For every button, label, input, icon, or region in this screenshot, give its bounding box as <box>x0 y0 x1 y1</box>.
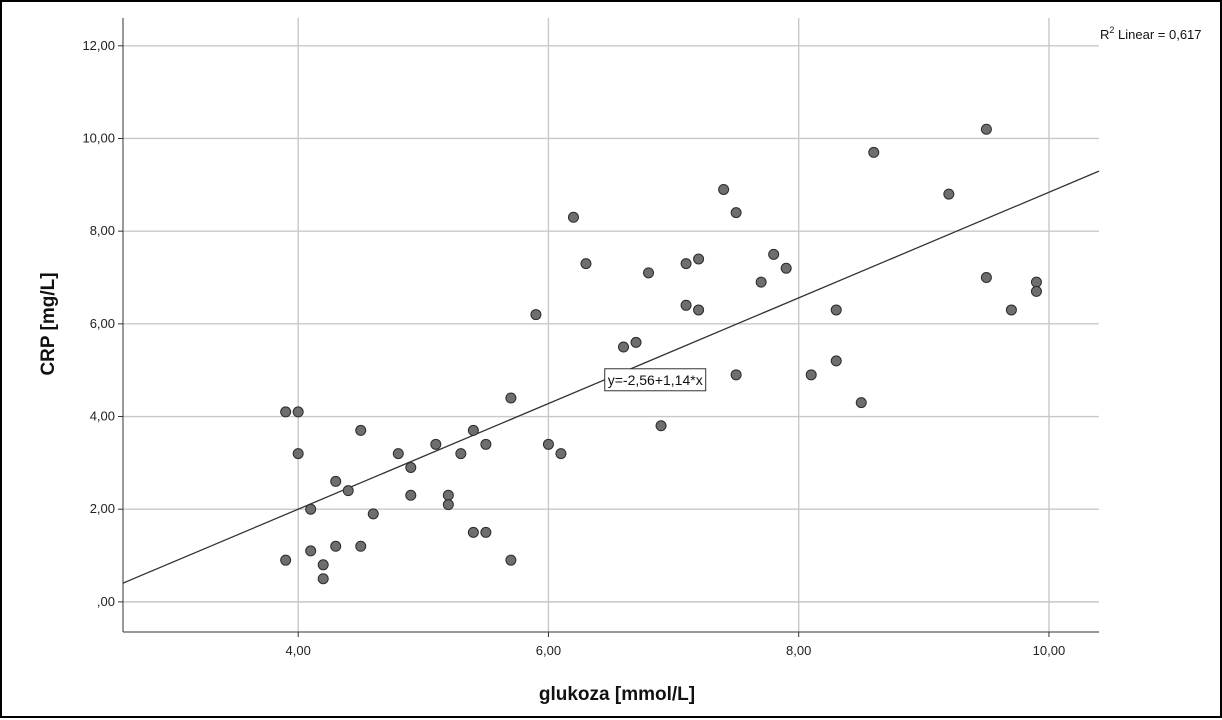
y-tick-label: 12,00 <box>82 38 115 53</box>
x-tick-label: 4,00 <box>286 643 311 658</box>
x-tick-label: 6,00 <box>536 643 561 658</box>
scatter-point <box>780 262 792 274</box>
scatter-point <box>555 448 567 460</box>
scatter-point <box>355 424 367 436</box>
scatter-point <box>830 355 842 367</box>
scatter-point <box>317 559 329 571</box>
point-layer <box>280 123 1042 585</box>
scatter-point <box>442 499 454 511</box>
scatter-point <box>455 448 467 460</box>
scatter-point <box>480 526 492 538</box>
scatter-point <box>367 508 379 520</box>
y-tick-label: 2,00 <box>90 501 115 516</box>
fit-equation-label: y=-2,56+1,14*x <box>604 368 707 392</box>
x-tick-label: 8,00 <box>786 643 811 658</box>
scatter-point <box>643 267 655 279</box>
grid-layer <box>123 18 1099 632</box>
scatter-point <box>342 485 354 497</box>
r-squared-sup: 2 <box>1109 25 1114 35</box>
scatter-point <box>680 258 692 270</box>
scatter-point <box>943 188 955 200</box>
scatter-point <box>980 123 992 135</box>
r-squared-suffix: Linear = 0,617 <box>1114 27 1201 42</box>
scatter-point <box>855 397 867 409</box>
scatter-point <box>280 554 292 566</box>
r-squared-prefix: R <box>1100 27 1109 42</box>
y-tick-label: ,00 <box>97 594 115 609</box>
scatter-point <box>467 424 479 436</box>
scatter-point <box>730 369 742 381</box>
scatter-point <box>542 438 554 450</box>
scatter-point <box>467 526 479 538</box>
scatter-point <box>305 503 317 515</box>
scatter-point <box>580 258 592 270</box>
scatter-point <box>430 438 442 450</box>
scatter-point <box>655 420 667 432</box>
scatter-point <box>292 406 304 418</box>
scatter-point <box>405 489 417 501</box>
scatter-point <box>530 309 542 321</box>
scatter-point <box>680 299 692 311</box>
scatter-point <box>868 146 880 158</box>
scatter-point <box>442 489 454 501</box>
scatter-point <box>618 341 630 353</box>
scatter-point <box>768 248 780 260</box>
x-tick-label: 10,00 <box>1033 643 1066 658</box>
scatter-point <box>305 545 317 557</box>
scatter-point <box>730 207 742 219</box>
y-axis-title: CRP [mg/L] <box>38 272 59 375</box>
scatter-point <box>755 276 767 288</box>
scatter-point <box>805 369 817 381</box>
scatter-point <box>317 573 329 585</box>
scatter-point <box>330 475 342 487</box>
scatter-point <box>693 304 705 316</box>
y-tick-label: 10,00 <box>82 130 115 145</box>
scatter-point <box>1030 285 1042 297</box>
scatter-point <box>567 211 579 223</box>
x-axis-title: glukoza [mmol/L] <box>539 684 695 705</box>
scatter-point <box>505 554 517 566</box>
scatter-point <box>630 336 642 348</box>
scatter-point <box>718 183 730 195</box>
fit-equation-box <box>604 368 707 392</box>
y-tick-label: 6,00 <box>90 316 115 331</box>
scatter-point <box>392 448 404 460</box>
scatter-point <box>693 253 705 265</box>
y-tick-label: 8,00 <box>90 223 115 238</box>
scatter-point <box>292 448 304 460</box>
scatter-point <box>280 406 292 418</box>
fit-equation-text: y=-2,56+1,14*x <box>608 372 703 388</box>
scatter-point <box>480 438 492 450</box>
scatter-point <box>405 461 417 473</box>
scatter-point <box>1005 304 1017 316</box>
scatter-point <box>330 540 342 552</box>
tick-layer: ,00 2,00 4,00 6,00 8,00 10,00 12,00 4,00 6,00 8,0… <box>82 38 1065 658</box>
scatter-point <box>505 392 517 404</box>
scatter-point <box>355 540 367 552</box>
axis-layer <box>118 18 1099 637</box>
scatter-point <box>980 272 992 284</box>
y-tick-label: 4,00 <box>90 409 115 424</box>
scatter-point <box>830 304 842 316</box>
scatter-point <box>1030 276 1042 288</box>
r-squared-label: R2 Linear = 0,617 <box>1100 25 1202 42</box>
